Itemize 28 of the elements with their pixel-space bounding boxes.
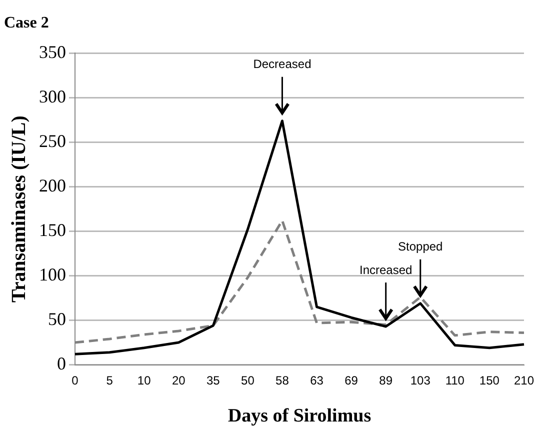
x-tick-label: 69	[344, 373, 358, 388]
y-tick-label: 250	[39, 130, 66, 151]
x-axis-title: Days of Sirolimus	[228, 406, 372, 427]
x-tick-label: 210	[514, 373, 534, 388]
annotation: Increased	[359, 262, 412, 277]
y-tick-label: 50	[48, 309, 66, 330]
x-tick-label: 50	[241, 373, 255, 388]
y-tick-label: 350	[39, 42, 66, 62]
x-tick-label: 5	[106, 373, 114, 388]
x-tick-label: 58	[276, 373, 290, 388]
x-tick-label: 10	[137, 373, 152, 388]
x-tick-label: 63	[310, 373, 324, 388]
chart-title: Case 2	[4, 14, 49, 32]
annotation: Stopped	[398, 240, 443, 254]
x-tick-label: 103	[410, 373, 431, 388]
y-tick-label: 150	[39, 220, 66, 240]
annotation: Decreased	[253, 57, 312, 72]
x-tick-label: 150	[479, 373, 500, 388]
x-tick-label: 20	[172, 373, 186, 388]
y-tick-label: 0	[57, 354, 66, 374]
y-tick-label: 200	[39, 175, 66, 196]
y-tick-label: 100	[39, 264, 66, 285]
y-tick-label: 300	[39, 86, 66, 106]
x-tick-label: 35	[206, 373, 220, 388]
y-axis-title: Transaminases (IU/L)	[8, 116, 30, 302]
x-tick-label: 89	[379, 373, 393, 388]
x-tick-label: 110	[445, 373, 465, 388]
x-tick-label: 0	[72, 373, 79, 388]
